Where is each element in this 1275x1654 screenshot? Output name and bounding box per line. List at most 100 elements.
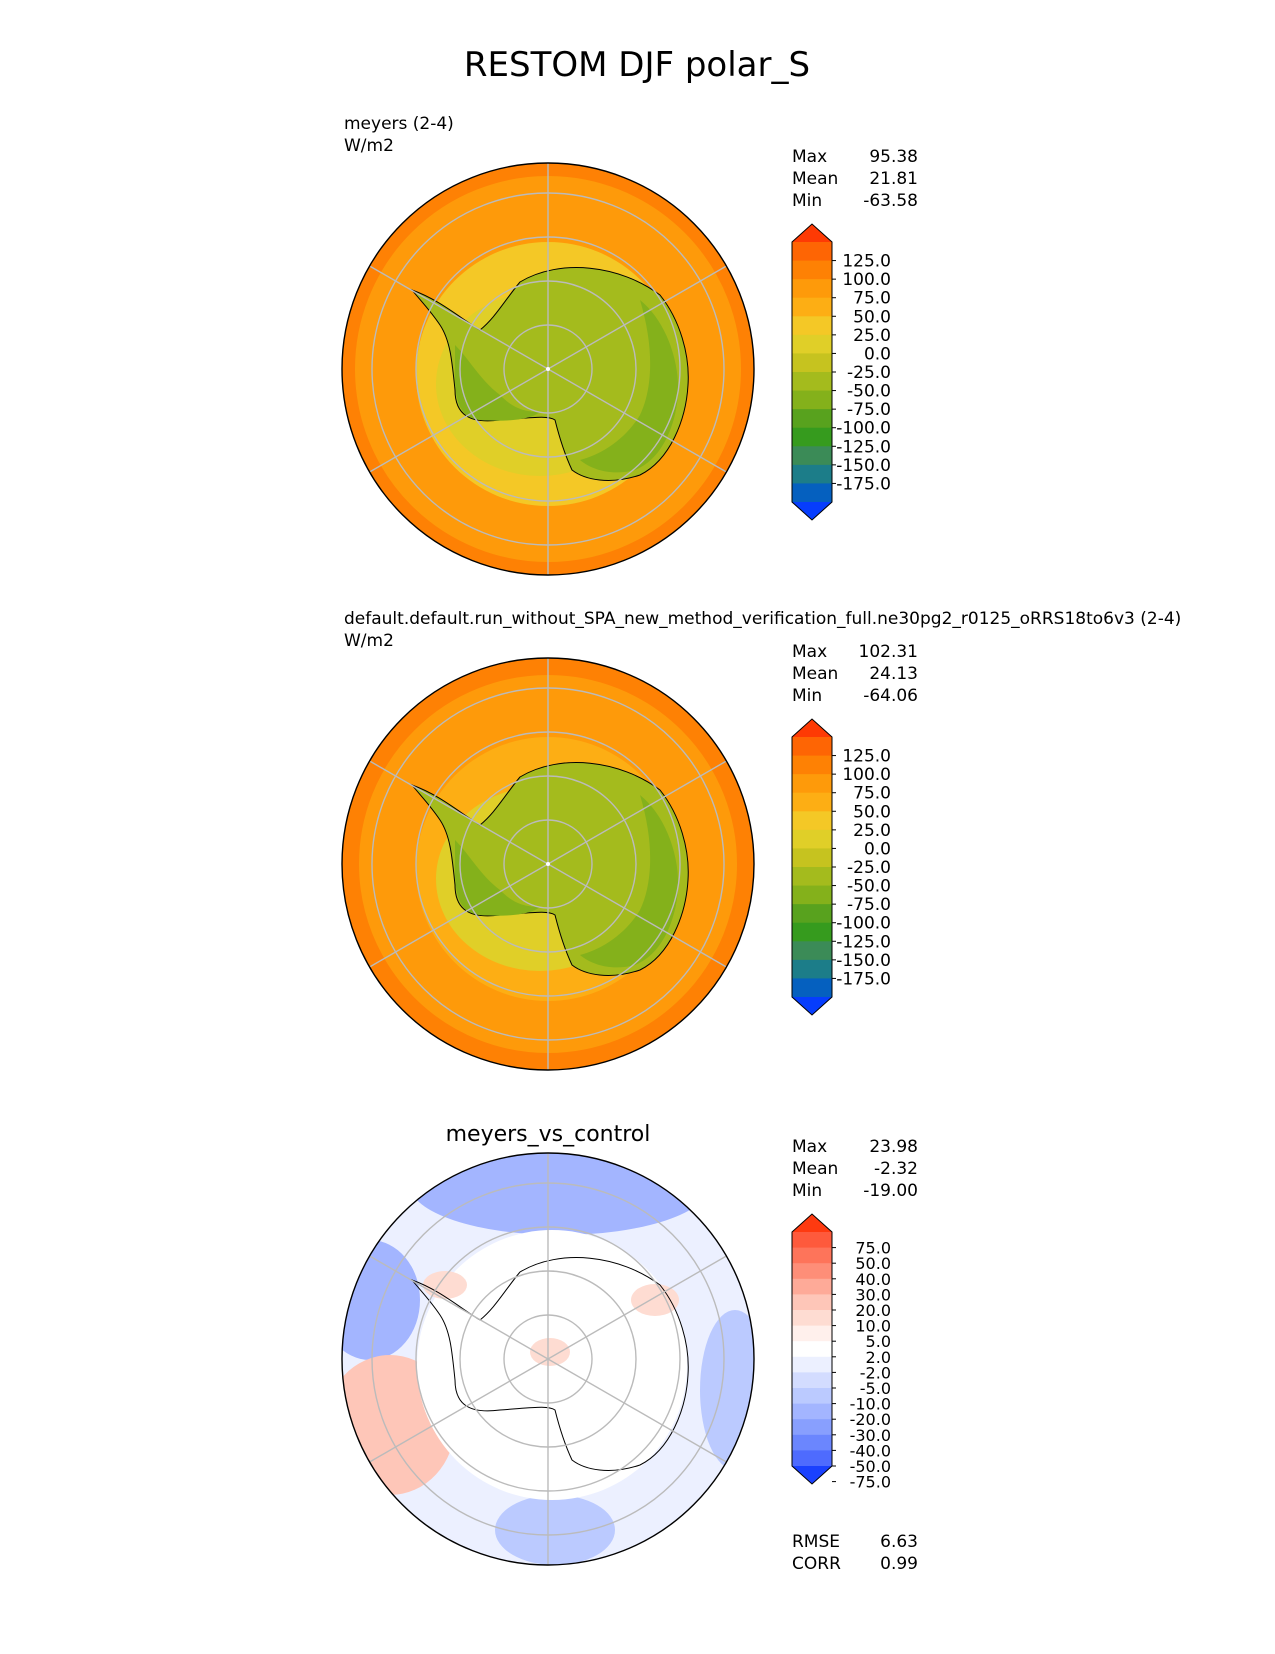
colorbar-segment — [792, 427, 832, 447]
colorbar-tick-label: 75.0 — [855, 1239, 891, 1258]
colorbar-segment — [792, 279, 832, 299]
colorbar-segment — [792, 885, 832, 905]
colorbar-outline — [791, 223, 833, 521]
colorbar-tick-label: -150.0 — [836, 456, 891, 476]
stats-block: Max 23.98 Mean -2.32 Min -19.00 — [792, 1137, 918, 1201]
panel-name: default.default.run_without_SPA_new_meth… — [344, 609, 1181, 629]
colorbar-segment — [792, 978, 832, 998]
colorbar-segment — [792, 1294, 832, 1311]
colorbar-tick-label: -75.0 — [850, 1473, 891, 1492]
colorbar-segment — [792, 1434, 832, 1451]
positive-anomaly-ross — [631, 1284, 679, 1316]
colorbar-segment — [792, 811, 832, 831]
polar-map — [342, 1153, 754, 1565]
colorbar-segment — [792, 353, 832, 373]
colorbar-tick-label: -10.0 — [850, 1395, 891, 1414]
colorbar-tick-label: 75.0 — [853, 784, 891, 804]
colorbar-tick-label: -20.0 — [850, 1410, 891, 1429]
colorbar-tick-label: 50.0 — [855, 1254, 891, 1273]
colorbar-tick-label: -25.0 — [847, 858, 891, 878]
panel-units: W/m2 — [344, 136, 394, 156]
colorbar-tick-label: -175.0 — [836, 474, 891, 494]
map-graticule — [369, 1153, 727, 1565]
panel-units: W/m2 — [344, 631, 394, 651]
colorbar-tick-label: 25.0 — [853, 326, 891, 346]
colorbar-segment — [792, 904, 832, 924]
colorbar-segment — [792, 390, 832, 410]
colorbar-tick-label: 10.0 — [855, 1317, 891, 1336]
colorbar-segment — [792, 316, 832, 336]
colorbar-tick-label: -30.0 — [850, 1426, 891, 1445]
stat-label-min: Min — [792, 1181, 822, 1201]
colorbar-tick-label: -50.0 — [847, 877, 891, 897]
stat-value-mean: -2.32 — [874, 1159, 918, 1179]
error-stats-block: RMSE 6.63 CORR 0.99 — [792, 1532, 918, 1574]
colorbar-tick-label: 40.0 — [855, 1270, 891, 1289]
colorbar-extend-max — [792, 224, 832, 242]
colorbar-tick-label: 0.0 — [864, 839, 891, 859]
colorbar-segment — [792, 959, 832, 979]
colorbar-segment — [792, 1263, 832, 1280]
colorbar-tick-label: 50.0 — [853, 802, 891, 822]
colorbar-segment — [792, 464, 832, 484]
colorbar-segment — [792, 1310, 832, 1327]
map-boundary — [341, 1152, 755, 1566]
colorbar-segment — [792, 941, 832, 961]
stat-label-mean: Mean — [792, 1159, 838, 1179]
colorbar-tick-label: -50.0 — [850, 1457, 891, 1476]
colorbar-tick-label: -5.0 — [860, 1379, 891, 1398]
stats-block: Max 102.31 Mean 24.13 Min -64.06 — [792, 642, 918, 706]
colorbar-segment — [792, 1356, 832, 1373]
colorbar-segment — [792, 242, 832, 262]
stat-value-min: -64.06 — [863, 686, 918, 706]
colorbar-tick-label: 20.0 — [855, 1301, 891, 1320]
colorbar-segment — [792, 1450, 832, 1467]
positive-anomaly-peninsula — [423, 1271, 467, 1299]
stat-value-corr: 0.99 — [880, 1554, 918, 1574]
stat-value-max: 23.98 — [869, 1137, 918, 1157]
colorbar-segment — [792, 1341, 832, 1358]
stat-value-max: 102.31 — [859, 642, 918, 662]
west-antarctica — [455, 345, 540, 421]
west-antarctica — [455, 840, 540, 916]
colorbar-segment — [792, 409, 832, 429]
stat-label-max: Max — [792, 642, 827, 662]
colorbar-tick-label: -50.0 — [847, 382, 891, 402]
colorbar-tick-label: 0.0 — [864, 344, 891, 364]
map-graticule — [369, 163, 727, 575]
colorbar-outline — [791, 718, 833, 1016]
stat-value-mean: 21.81 — [869, 169, 918, 189]
stat-label-min: Min — [792, 191, 822, 211]
colorbar-segment — [792, 867, 832, 887]
stat-value-max: 95.38 — [869, 147, 918, 167]
colorbar-segment — [792, 755, 832, 775]
stat-label-mean: Mean — [792, 169, 838, 189]
figure-title: RESTOM DJF polar_S — [464, 45, 810, 85]
negative-anomaly-south — [495, 1495, 615, 1565]
colorbar-tick-label: 100.0 — [842, 765, 891, 785]
colorbar-tick-label: 25.0 — [853, 821, 891, 841]
stat-value-min: -63.58 — [863, 191, 918, 211]
colorbar-tick-label: 125.0 — [842, 252, 891, 272]
colorbar-segment — [792, 260, 832, 280]
colorbar-segment — [792, 297, 832, 317]
colorbar-tick-label: 2.0 — [866, 1348, 891, 1367]
stat-label-mean: Mean — [792, 664, 838, 684]
colorbar-tick-label: -125.0 — [836, 932, 891, 952]
colorbar-extend-min — [792, 997, 832, 1015]
panel-reference: default.default.run_without_SPA_new_meth… — [341, 609, 1181, 1071]
colorbar-tick-label: -75.0 — [847, 895, 891, 915]
stat-label-max: Max — [792, 147, 827, 167]
colorbar-segment — [792, 774, 832, 794]
colorbar-segment — [792, 1403, 832, 1420]
colorbar-tick-label: 125.0 — [842, 747, 891, 767]
colorbar-tick-label: 5.0 — [866, 1332, 891, 1351]
colorbar-segment — [792, 372, 832, 392]
colorbar-segment — [792, 1247, 832, 1264]
colorbar-tick-label: 50.0 — [853, 307, 891, 327]
stat-value-mean: 24.13 — [869, 664, 918, 684]
colorbar-segment — [792, 922, 832, 942]
colorbar-tick-label: 75.0 — [853, 289, 891, 309]
colorbar-tick-label: -175.0 — [836, 969, 891, 989]
